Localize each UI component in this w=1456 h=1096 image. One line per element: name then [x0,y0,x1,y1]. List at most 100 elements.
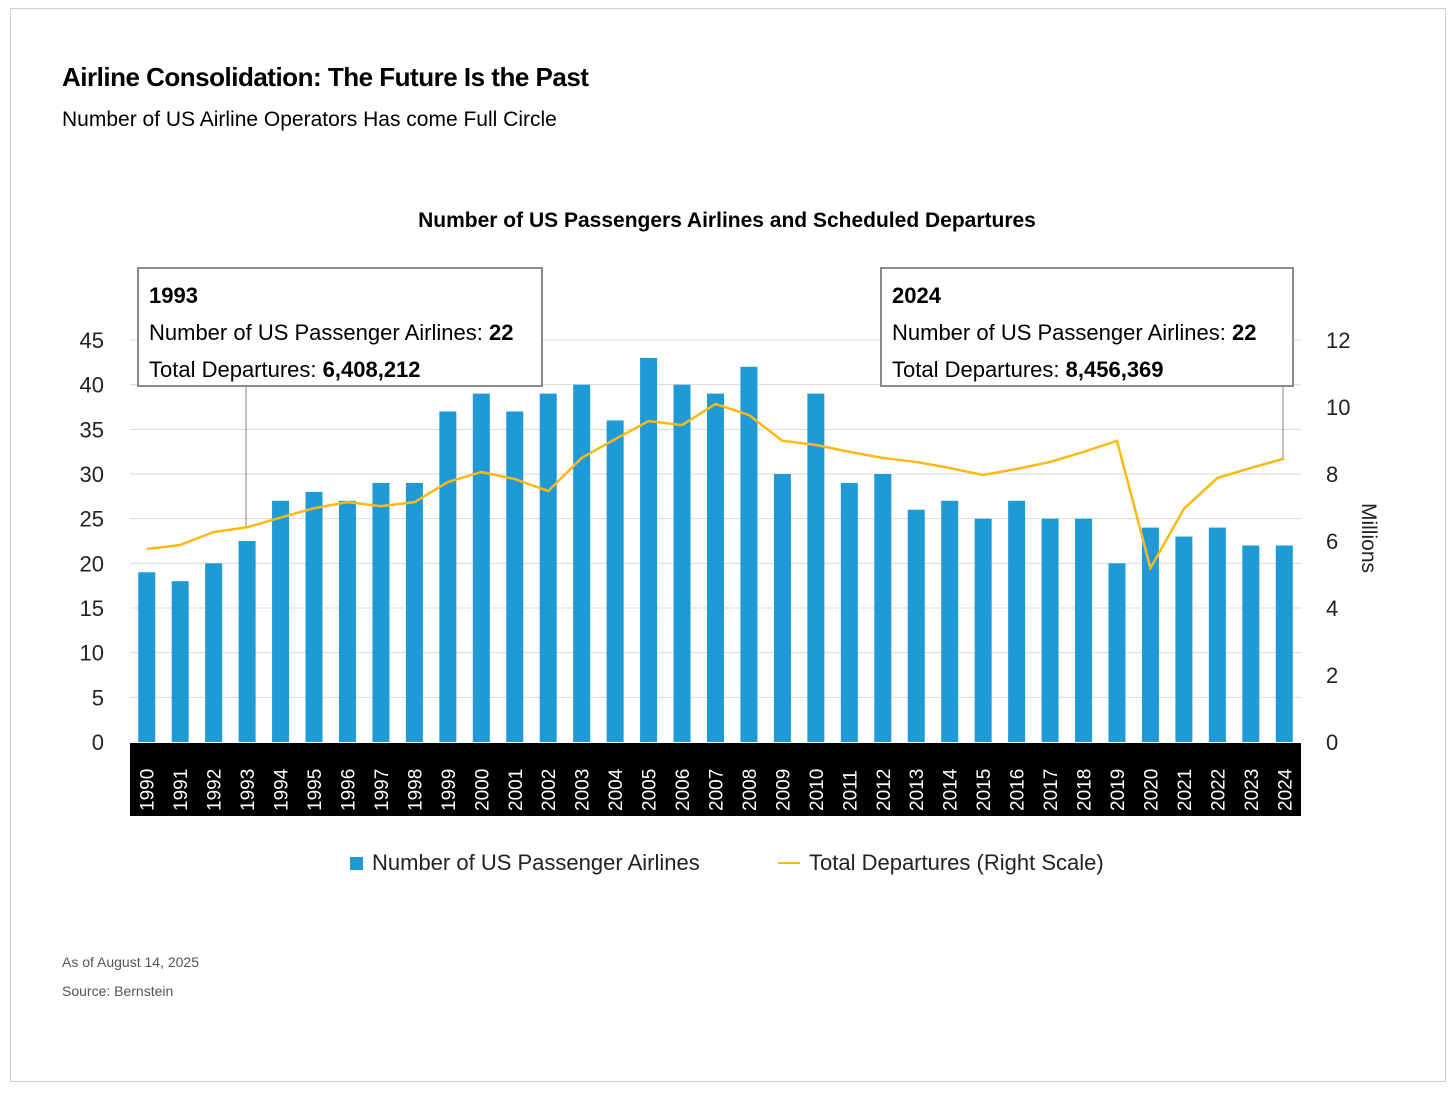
legend-item-airlines: Number of US Passenger Airlines [350,850,700,876]
right-tick-label: 10 [1326,395,1350,420]
bar-2023 [1242,545,1260,742]
bar-2020 [1141,527,1159,742]
x-tick-label: 2019 [1108,769,1129,811]
x-tick-label: 2002 [539,769,560,811]
annotation-airlines-value: 22 [488,320,514,345]
annotation-year: 1993 [149,283,198,308]
right-tick-label: 4 [1326,596,1338,621]
annotation-departures-value: 6,408,212 [322,357,421,382]
bar-2009 [773,474,791,742]
x-tick-label: 2013 [907,769,928,811]
bar-2010 [807,393,825,742]
bar-1991 [171,581,189,742]
annotation-departures-value: 8,456,369 [1065,357,1164,382]
page-frame [10,8,1446,1082]
annotation-departures-label: Total Departures: [149,357,317,382]
left-tick-label: 45 [80,328,104,353]
x-tick-label: 1999 [439,769,460,811]
legend-label: Number of US Passenger Airlines [372,850,700,875]
bar-2008 [740,366,758,742]
x-tick-label: 2000 [472,769,493,811]
x-tick-label: 2024 [1275,768,1296,811]
departures-line [146,402,1285,572]
x-tick-label: 1991 [171,769,192,811]
bar-2003 [573,384,591,742]
x-tick-label: 2021 [1175,769,1196,811]
left-tick-label: 30 [80,462,104,487]
bar-1997 [372,482,390,742]
bar-2014 [941,500,959,742]
bar-2007 [707,393,724,742]
bar-2016 [1008,500,1026,742]
x-tick-label: 2014 [941,768,962,811]
bar-2011 [840,482,858,742]
left-tick-label: 15 [80,596,104,621]
x-tick-label: 1990 [138,769,159,811]
bar-1990 [138,572,156,742]
left-tick-label: 5 [92,685,104,710]
right-tick-label: 6 [1326,529,1338,554]
x-tick-label: 2016 [1008,769,1029,811]
legend-item-departures: Total Departures (Right Scale) [778,850,1104,876]
bar-2015 [974,518,992,742]
right-tick-label: 8 [1326,462,1338,487]
annotation-airlines-value: 22 [1231,320,1257,345]
annotation-airlines-label: Number of US Passenger Airlines: [149,320,483,345]
right-tick-label: 12 [1326,328,1350,353]
x-tick-label: 2006 [673,769,694,811]
bar-1998 [405,482,423,742]
bar-2004 [606,420,624,742]
left-tick-label: 0 [92,730,104,755]
x-tick-label: 1995 [305,769,326,811]
left-tick-label: 10 [80,641,104,666]
x-tick-label: 1994 [272,768,293,811]
x-tick-label: 2023 [1242,769,1263,811]
x-axis-band [130,743,1301,816]
bar-2000 [472,393,490,742]
legend-line-swatch [778,862,800,864]
x-tick-label: 1997 [372,769,393,811]
x-tick-label: 2017 [1041,769,1062,811]
chart-title: Number of US Passengers Airlines and Sch… [418,209,1036,232]
bar-2017 [1041,518,1059,742]
x-tick-label: 2020 [1141,769,1162,811]
legend-label: Total Departures (Right Scale) [809,850,1104,875]
page-subtitle: Number of US Airline Operators Has come … [62,108,557,131]
annotation-departures-label: Total Departures: [892,357,1060,382]
bar-1994 [272,500,290,742]
bar-2005 [640,357,658,742]
annotation-year: 2024 [892,283,941,308]
left-tick-label: 25 [80,507,104,532]
bar-2001 [506,411,524,742]
x-tick-label: 2015 [974,769,995,811]
bar-2012 [874,474,892,742]
x-tick-label: 2003 [573,769,594,811]
x-tick-label: 2022 [1208,769,1229,811]
bar-1996 [338,500,356,742]
x-tick-label: 2008 [740,769,761,811]
right-tick-label: 2 [1326,663,1338,688]
bar-2018 [1075,518,1093,742]
annotation-1993: 1993 Number of US Passenger Airlines: 22… [137,267,543,387]
page-title: Airline Consolidation: The Future Is the… [62,62,589,92]
bar-2002 [539,393,557,742]
x-tick-label: 2018 [1075,769,1096,811]
bar-2019 [1108,563,1126,742]
left-tick-label: 20 [80,551,104,576]
x-tick-label: 1998 [405,769,426,811]
legend-bar-swatch [350,856,363,870]
annotation-2024: 2024 Number of US Passenger Airlines: 22… [880,267,1294,387]
bar-2013 [907,509,925,742]
x-tick-label: 1992 [205,769,226,811]
right-axis-label: Millions [1357,503,1380,573]
x-tick-label: 2001 [506,769,527,811]
bar-2024 [1275,545,1293,742]
x-tick-label: 2004 [606,768,627,811]
x-tick-label: 1993 [238,769,259,811]
x-tick-label: 2005 [640,769,661,811]
bar-2022 [1208,527,1226,742]
right-tick-label: 0 [1326,730,1338,755]
bar-1999 [439,411,457,742]
x-tick-label: 2007 [707,769,728,811]
